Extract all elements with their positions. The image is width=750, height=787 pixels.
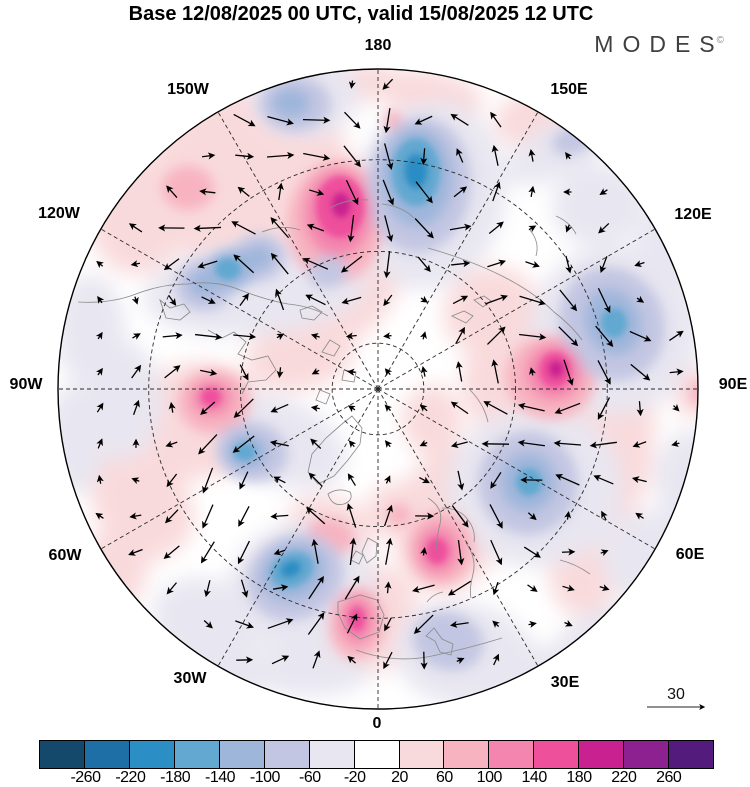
anomaly-blob bbox=[655, 430, 725, 530]
lon-label-30w: 30W bbox=[174, 670, 207, 688]
colorbar-tick-label: -140 bbox=[205, 769, 235, 787]
colorbar-tick-label: -180 bbox=[160, 769, 190, 787]
wind-arrow bbox=[349, 372, 356, 373]
lon-label-90e: 90E bbox=[719, 376, 747, 394]
colorbar-tick-label: 20 bbox=[391, 769, 408, 787]
colorbar-tick-label: -100 bbox=[250, 769, 280, 787]
colorbar-cell bbox=[220, 741, 265, 768]
anomaly-blob bbox=[601, 308, 627, 338]
lon-label-150w: 150W bbox=[167, 81, 209, 99]
lon-label-90w: 90W bbox=[10, 376, 43, 394]
anomaly-blob bbox=[45, 385, 105, 495]
colorbar-cell bbox=[624, 741, 669, 768]
colorbar-cell bbox=[444, 741, 489, 768]
colorbar-tick-label: 140 bbox=[522, 769, 547, 787]
anomaly-blob bbox=[331, 192, 351, 218]
colorbar-cell bbox=[534, 741, 579, 768]
anomaly-blob bbox=[162, 166, 214, 210]
colorbar-tick-label: 220 bbox=[611, 769, 636, 787]
colorbar-cell bbox=[85, 741, 130, 768]
colorbar-tick-label: -20 bbox=[344, 769, 366, 787]
map-svg: 30 bbox=[0, 0, 750, 735]
colorbar-cell bbox=[310, 741, 355, 768]
colorbar-cell bbox=[175, 741, 220, 768]
colorbar-cell bbox=[355, 741, 400, 768]
colorbar-tick-label: 100 bbox=[477, 769, 502, 787]
colorbar-cell bbox=[265, 741, 310, 768]
colorbar-tick-label: 180 bbox=[566, 769, 591, 787]
colorbar-cell bbox=[579, 741, 624, 768]
reference-vector: 30 bbox=[647, 686, 704, 707]
lon-label-150e: 150E bbox=[550, 81, 587, 99]
colorbar-cell bbox=[669, 741, 713, 768]
colorbar-tick-label: 60 bbox=[436, 769, 453, 787]
lon-label-120w: 120W bbox=[38, 205, 80, 223]
anomaly-blob bbox=[272, 88, 310, 118]
lon-label-180: 180 bbox=[365, 37, 392, 55]
colorbar-tick-label: -220 bbox=[115, 769, 145, 787]
lon-label-60e: 60E bbox=[676, 546, 704, 564]
colorbar-cell bbox=[130, 741, 175, 768]
lon-label-60w: 60W bbox=[49, 547, 82, 565]
colorbar-tick-label: -60 bbox=[299, 769, 321, 787]
anomaly-blob bbox=[548, 360, 564, 378]
anomaly-blob bbox=[215, 258, 241, 280]
wind-arrow bbox=[562, 552, 574, 553]
anomaly-blob bbox=[690, 381, 708, 405]
anomaly-blob bbox=[201, 388, 221, 406]
anomaly-blob bbox=[349, 607, 365, 631]
colorbar-cell bbox=[400, 741, 445, 768]
colorbar bbox=[39, 740, 714, 769]
lon-label-30e: 30E bbox=[551, 674, 579, 692]
anomaly-blob bbox=[55, 275, 125, 385]
lon-label-0: 0 bbox=[373, 715, 382, 733]
reference-vector-label: 30 bbox=[667, 686, 685, 703]
colorbar-cell bbox=[489, 741, 534, 768]
wind-arrow bbox=[303, 120, 329, 121]
anomaly-blob bbox=[516, 468, 542, 496]
anomaly-blob bbox=[402, 385, 462, 455]
colorbar-tick-label: -260 bbox=[70, 769, 100, 787]
lon-label-120e: 120E bbox=[674, 206, 711, 224]
wind-arrow bbox=[385, 336, 392, 337]
colorbar-tick-label: 260 bbox=[656, 769, 681, 787]
colorbar-cell bbox=[40, 741, 85, 768]
